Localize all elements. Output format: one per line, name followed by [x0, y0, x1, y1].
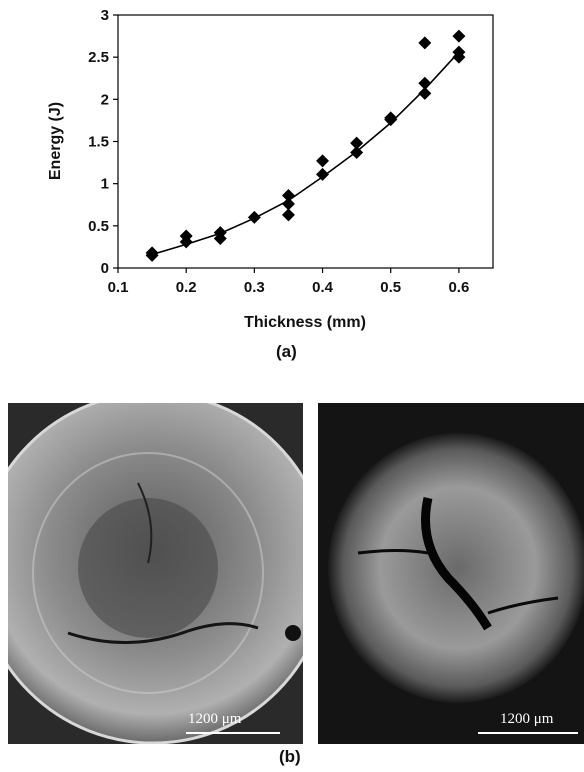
micrograph-left: 1200 μm	[8, 403, 303, 744]
y-tick-label: 0.5	[88, 218, 109, 235]
caption-b: (b)	[279, 747, 301, 766]
data-point	[350, 136, 364, 150]
data-point	[452, 29, 466, 43]
y-tick-label: 1.5	[88, 134, 109, 151]
data-point	[384, 113, 398, 127]
data-point	[350, 145, 364, 159]
micrograph-right: 1200 μm	[318, 403, 584, 744]
plot-frame	[117, 14, 494, 269]
scale-label-left: 1200 μm	[188, 711, 242, 727]
y-tick-label: 1	[101, 176, 109, 193]
caption-a: (a)	[276, 342, 297, 361]
y-tick-label: 2	[101, 91, 109, 108]
data-points	[145, 29, 466, 262]
x-tick-label: 0.3	[244, 279, 265, 296]
scale-bar-right	[478, 732, 578, 734]
data-point	[179, 235, 193, 249]
data-point	[452, 50, 466, 64]
data-point	[316, 154, 330, 168]
data-point	[316, 167, 330, 181]
data-point	[281, 188, 295, 202]
energy-thickness-chart: 0.1 0.2 0.3 0.4 0.5 0.6 0 0.5 1 1.5 2 2.5 3 Thicknes…	[47, 7, 494, 331]
data-point	[213, 231, 227, 245]
data-point	[418, 36, 432, 50]
y-tick-label: 0	[101, 260, 109, 277]
micrograph-left-image	[8, 403, 303, 744]
tick-labels: 0.1 0.2 0.3 0.4 0.5 0.6 0 0.5 1 1.5 2 2.5 3	[88, 7, 469, 296]
scale-label-right: 1200 μm	[500, 711, 554, 727]
axis-ticks	[113, 14, 460, 273]
y-axis-title: Energy (J)	[47, 102, 64, 180]
data-point	[418, 76, 432, 90]
x-tick-label: 0.6	[448, 279, 469, 296]
data-point	[281, 208, 295, 222]
x-tick-label: 0.1	[108, 279, 129, 296]
x-tick-label: 0.4	[312, 279, 334, 296]
data-point	[281, 197, 295, 211]
scale-bar-left	[186, 732, 280, 734]
x-axis-title: Thickness (mm)	[244, 314, 366, 331]
x-tick-label: 0.5	[380, 279, 401, 296]
x-tick-label: 0.2	[176, 279, 197, 296]
y-tick-label: 3	[101, 7, 109, 24]
fit-curve	[151, 51, 460, 256]
data-point	[418, 86, 432, 100]
y-tick-label: 2.5	[88, 49, 109, 66]
data-point	[247, 210, 261, 224]
micrograph-right-image	[318, 403, 584, 744]
data-point	[145, 248, 159, 262]
